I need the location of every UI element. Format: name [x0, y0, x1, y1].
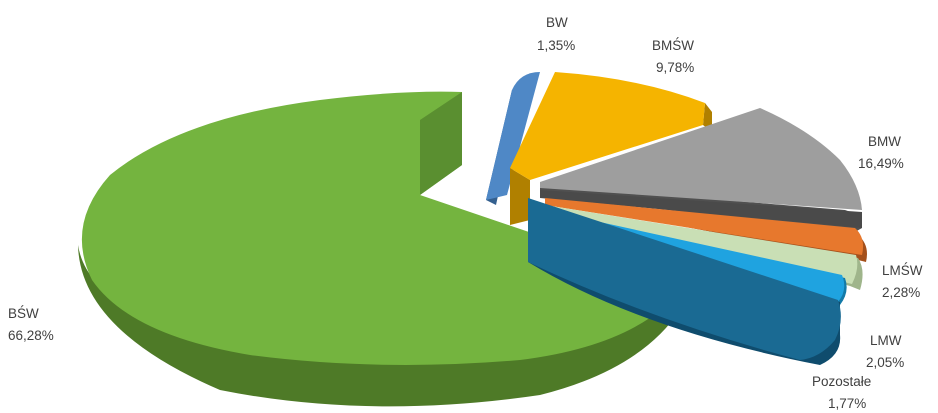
- slice-bsw: [78, 91, 685, 407]
- label-lmw-name: LMW: [870, 333, 902, 348]
- label-bsw-value: 66,28%: [8, 328, 54, 343]
- label-bmw-value: 16,49%: [858, 156, 904, 171]
- label-lmsw-value: 2,28%: [882, 285, 920, 300]
- slice-bw-top: [486, 72, 540, 200]
- slice-bsw-wall: [420, 92, 462, 195]
- label-lmw-value: 2,05%: [866, 355, 904, 370]
- slice-bmw-top: [540, 108, 862, 210]
- slice-teal-top: [528, 198, 841, 360]
- slice-bmsw: [510, 72, 712, 225]
- label-bsw-name: BŚW: [8, 306, 39, 321]
- label-bw-value: 1,35%: [537, 38, 575, 53]
- slice-bmsw-top: [510, 72, 705, 180]
- label-bw-name: BW: [546, 15, 568, 30]
- slice-bmsw-side: [510, 168, 530, 225]
- label-bmsw-value: 9,78%: [656, 60, 694, 75]
- slice-bsw-top: [81, 91, 685, 365]
- slice-bsw-side: [78, 245, 685, 407]
- slice-lmsw: [545, 198, 867, 262]
- label-lmsw-name: LMŚW: [882, 263, 923, 278]
- slice-bmsw-side2: [703, 103, 712, 132]
- label-bmw-name: BMW: [868, 134, 901, 149]
- slice-bw: [486, 72, 540, 205]
- slice-dark-strip: [540, 190, 862, 228]
- slice-teal: [528, 198, 841, 365]
- label-pozostale-value: 1,77%: [828, 396, 866, 411]
- label-bmsw-name: BMŚW: [652, 38, 694, 53]
- slice-lmsw-top: [545, 198, 864, 255]
- label-pozostale-name: Pozostałe: [812, 374, 871, 389]
